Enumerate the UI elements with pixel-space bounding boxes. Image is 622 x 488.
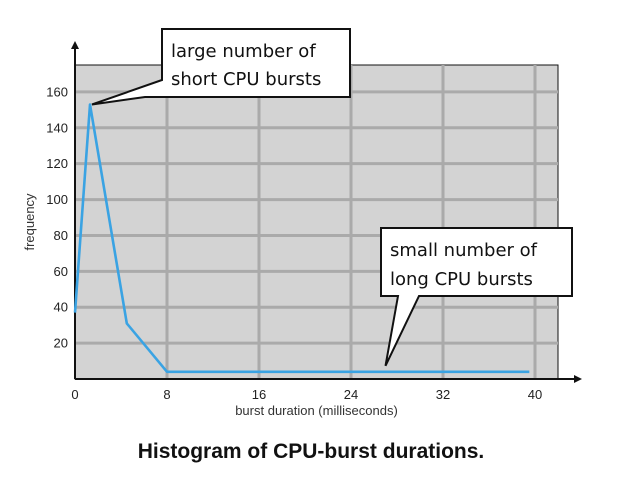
y-tick-label-120: 120 xyxy=(46,156,68,171)
callout-long-bursts-line-1: small number of xyxy=(390,240,538,261)
callout-short-bursts: large number of short CPU bursts xyxy=(91,28,351,106)
x-tick-label-16: 16 xyxy=(252,387,266,402)
plot-background xyxy=(74,64,559,380)
y-tick-label-140: 140 xyxy=(46,120,68,135)
x-axis-label: burst duration (milliseconds) xyxy=(235,403,398,418)
callout-long-bursts-box xyxy=(380,227,573,367)
tick-labels: 0 8 16 24 32 40 20 40 60 80 100 120 140 160 xyxy=(46,84,542,402)
x-tick-label-8: 8 xyxy=(163,387,170,402)
y-tick-label-100: 100 xyxy=(46,192,68,207)
chart-caption: Histogram of CPU-burst durations. xyxy=(137,440,485,463)
frequency-series-line xyxy=(73,103,530,374)
y-tick-label-60: 60 xyxy=(54,264,68,279)
axes xyxy=(71,41,582,383)
y-tick-label-160: 160 xyxy=(46,84,68,99)
x-tick-label-40: 40 xyxy=(528,387,542,402)
x-tick-label-24: 24 xyxy=(344,387,358,402)
callout-long-bursts: small number of long CPU bursts xyxy=(380,227,573,367)
y-tick-label-20: 20 xyxy=(54,336,68,351)
callout-long-bursts-line-2: long CPU bursts xyxy=(390,269,533,290)
x-tick-label-32: 32 xyxy=(436,387,450,402)
x-tick-label-0: 0 xyxy=(71,387,78,402)
y-tick-label-80: 80 xyxy=(54,228,68,243)
y-axis-label: frequency xyxy=(22,193,37,251)
callout-short-bursts-line-1: large number of xyxy=(171,41,316,62)
callout-short-bursts-box xyxy=(91,28,351,106)
y-tick-label-40: 40 xyxy=(54,300,68,315)
callout-short-bursts-line-2: short CPU bursts xyxy=(171,69,321,90)
